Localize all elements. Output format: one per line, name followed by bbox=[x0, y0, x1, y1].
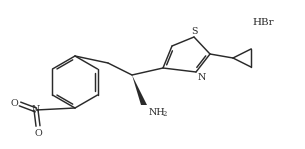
Polygon shape bbox=[132, 75, 147, 105]
Text: HBr: HBr bbox=[252, 18, 274, 27]
Text: N: N bbox=[32, 105, 40, 114]
Text: S: S bbox=[192, 27, 198, 36]
Text: 2: 2 bbox=[162, 110, 166, 118]
Text: O: O bbox=[10, 100, 18, 108]
Text: O: O bbox=[34, 129, 42, 139]
Text: NH: NH bbox=[149, 108, 166, 117]
Text: N: N bbox=[198, 73, 206, 82]
